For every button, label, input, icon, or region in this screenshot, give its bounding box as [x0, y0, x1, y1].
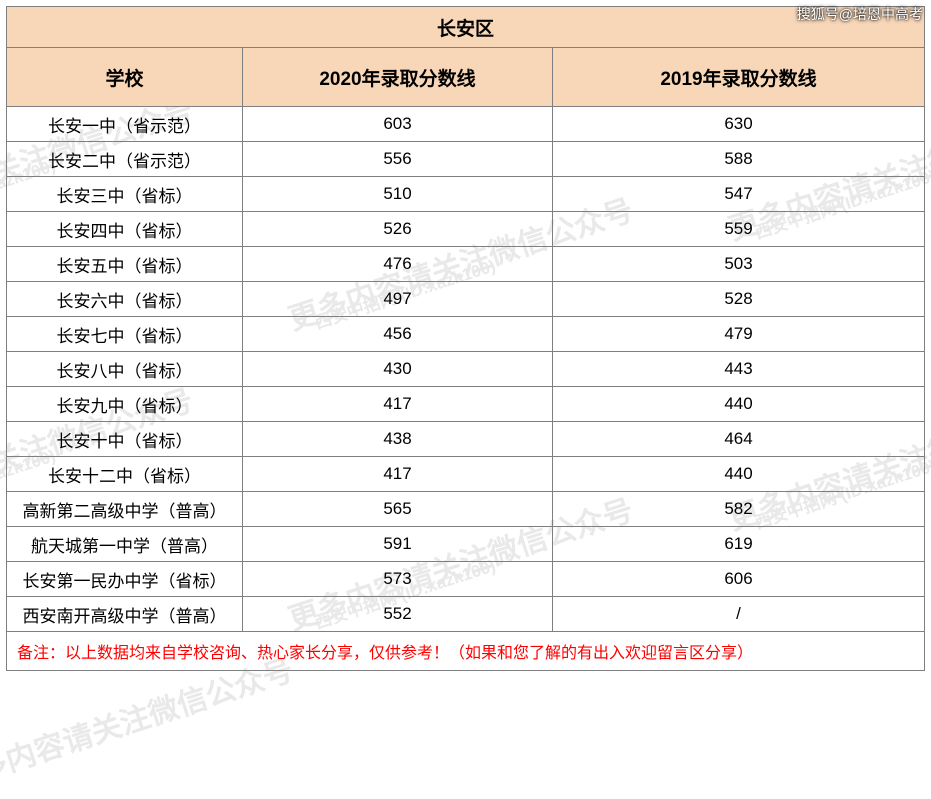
cell-2019: 547	[553, 177, 925, 212]
note-row: 备注：以上数据均来自学校咨询、热心家长分享，仅供参考！（如果和您了解的有出入欢迎…	[7, 632, 925, 671]
cell-2019: 503	[553, 247, 925, 282]
col-header-school: 学校	[7, 48, 243, 107]
table-row: 高新第二高级中学（普高）565582	[7, 492, 925, 527]
col-header-2019: 2019年录取分数线	[553, 48, 925, 107]
cell-school: 长安八中（省标）	[7, 352, 243, 387]
cell-school: 长安七中（省标）	[7, 317, 243, 352]
table-row: 长安五中（省标）476503	[7, 247, 925, 282]
cell-school: 长安第一民办中学（省标）	[7, 562, 243, 597]
table-row: 长安十中（省标）438464	[7, 422, 925, 457]
cell-school: 长安九中（省标）	[7, 387, 243, 422]
sohu-tag: 搜狐号@培恩中高考	[797, 4, 923, 24]
cell-2019: 479	[553, 317, 925, 352]
cell-2019: 606	[553, 562, 925, 597]
cell-2020: 573	[243, 562, 553, 597]
cell-2019: 440	[553, 387, 925, 422]
cell-2020: 430	[243, 352, 553, 387]
cell-2019: 619	[553, 527, 925, 562]
cell-2019: 559	[553, 212, 925, 247]
cell-2020: 526	[243, 212, 553, 247]
table-row: 长安九中（省标）417440	[7, 387, 925, 422]
cell-school: 高新第二高级中学（普高）	[7, 492, 243, 527]
cell-2019: 588	[553, 142, 925, 177]
cell-2020: 497	[243, 282, 553, 317]
table-row: 长安一中（省示范）603630	[7, 107, 925, 142]
cell-2019: 440	[553, 457, 925, 492]
cell-2020: 591	[243, 527, 553, 562]
cell-2020: 556	[243, 142, 553, 177]
col-header-2020: 2020年录取分数线	[243, 48, 553, 107]
cell-2020: 565	[243, 492, 553, 527]
cell-2019: 464	[553, 422, 925, 457]
cell-2020: 417	[243, 457, 553, 492]
table-row: 长安六中（省标）497528	[7, 282, 925, 317]
table-title: 长安区	[7, 7, 925, 48]
cell-2020: 417	[243, 387, 553, 422]
header-row: 学校 2020年录取分数线 2019年录取分数线	[7, 48, 925, 107]
cell-2020: 476	[243, 247, 553, 282]
cell-school: 长安五中（省标）	[7, 247, 243, 282]
note-text: 备注：以上数据均来自学校咨询、热心家长分享，仅供参考！（如果和您了解的有出入欢迎…	[7, 632, 925, 671]
cell-2019: 630	[553, 107, 925, 142]
cell-school: 长安二中（省示范）	[7, 142, 243, 177]
cell-school: 长安六中（省标）	[7, 282, 243, 317]
cell-2020: 603	[243, 107, 553, 142]
cell-school: 长安四中（省标）	[7, 212, 243, 247]
cell-2020: 552	[243, 597, 553, 632]
score-table: 长安区 学校 2020年录取分数线 2019年录取分数线 长安一中（省示范）60…	[6, 6, 925, 671]
table-row: 长安二中（省示范）556588	[7, 142, 925, 177]
cell-school: 航天城第一中学（普高）	[7, 527, 243, 562]
cell-school: 长安十中（省标）	[7, 422, 243, 457]
table-row: 长安三中（省标）510547	[7, 177, 925, 212]
cell-school: 长安一中（省示范）	[7, 107, 243, 142]
cell-2020: 456	[243, 317, 553, 352]
cell-school: 长安三中（省标）	[7, 177, 243, 212]
cell-2019: 443	[553, 352, 925, 387]
table-row: 长安八中（省标）430443	[7, 352, 925, 387]
table-row: 航天城第一中学（普高）591619	[7, 527, 925, 562]
cell-2019: /	[553, 597, 925, 632]
cell-school: 长安十二中（省标）	[7, 457, 243, 492]
table-row: 长安十二中（省标）417440	[7, 457, 925, 492]
cell-2019: 582	[553, 492, 925, 527]
table-row: 长安七中（省标）456479	[7, 317, 925, 352]
table-row: 西安南开高级中学（普高）552/	[7, 597, 925, 632]
cell-school: 西安南开高级中学（普高）	[7, 597, 243, 632]
table-row: 长安四中（省标）526559	[7, 212, 925, 247]
cell-2019: 528	[553, 282, 925, 317]
table-row: 长安第一民办中学（省标）573606	[7, 562, 925, 597]
title-row: 长安区	[7, 7, 925, 48]
cell-2020: 510	[243, 177, 553, 212]
cell-2020: 438	[243, 422, 553, 457]
